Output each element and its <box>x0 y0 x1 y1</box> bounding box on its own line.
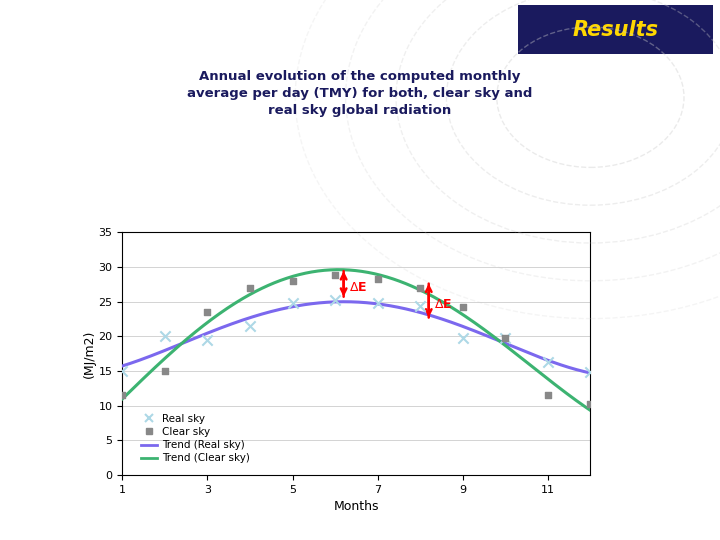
Point <box>202 308 213 316</box>
Point <box>372 299 384 307</box>
Point <box>202 335 213 344</box>
Text: Annual evolution of the computed monthly
average per day (TMY) for both, clear s: Annual evolution of the computed monthly… <box>187 70 533 117</box>
Point <box>500 333 511 342</box>
Point <box>457 333 469 342</box>
Point <box>500 333 511 342</box>
Point <box>117 367 128 375</box>
Legend: Real sky, Clear sky, Trend (Real sky), Trend (Clear sky): Real sky, Clear sky, Trend (Real sky), T… <box>137 410 254 468</box>
Point <box>457 303 469 312</box>
X-axis label: Months: Months <box>333 501 379 514</box>
Point <box>287 299 298 307</box>
Point <box>329 271 341 280</box>
Point <box>244 284 256 292</box>
Point <box>415 284 426 292</box>
Point <box>542 391 554 400</box>
Point <box>159 332 171 341</box>
Y-axis label: (MJ/m2): (MJ/m2) <box>83 329 96 378</box>
Point <box>542 357 554 366</box>
Point <box>117 391 128 400</box>
Point <box>585 400 596 409</box>
Point <box>585 368 596 377</box>
Point <box>287 276 298 285</box>
Point <box>244 322 256 330</box>
Point <box>415 301 426 310</box>
Point <box>329 296 341 305</box>
Point <box>159 367 171 375</box>
Text: $\Delta$E: $\Delta$E <box>434 298 452 310</box>
Point <box>372 275 384 284</box>
Text: Results: Results <box>572 19 659 40</box>
Text: $\Delta$E: $\Delta$E <box>348 281 367 294</box>
